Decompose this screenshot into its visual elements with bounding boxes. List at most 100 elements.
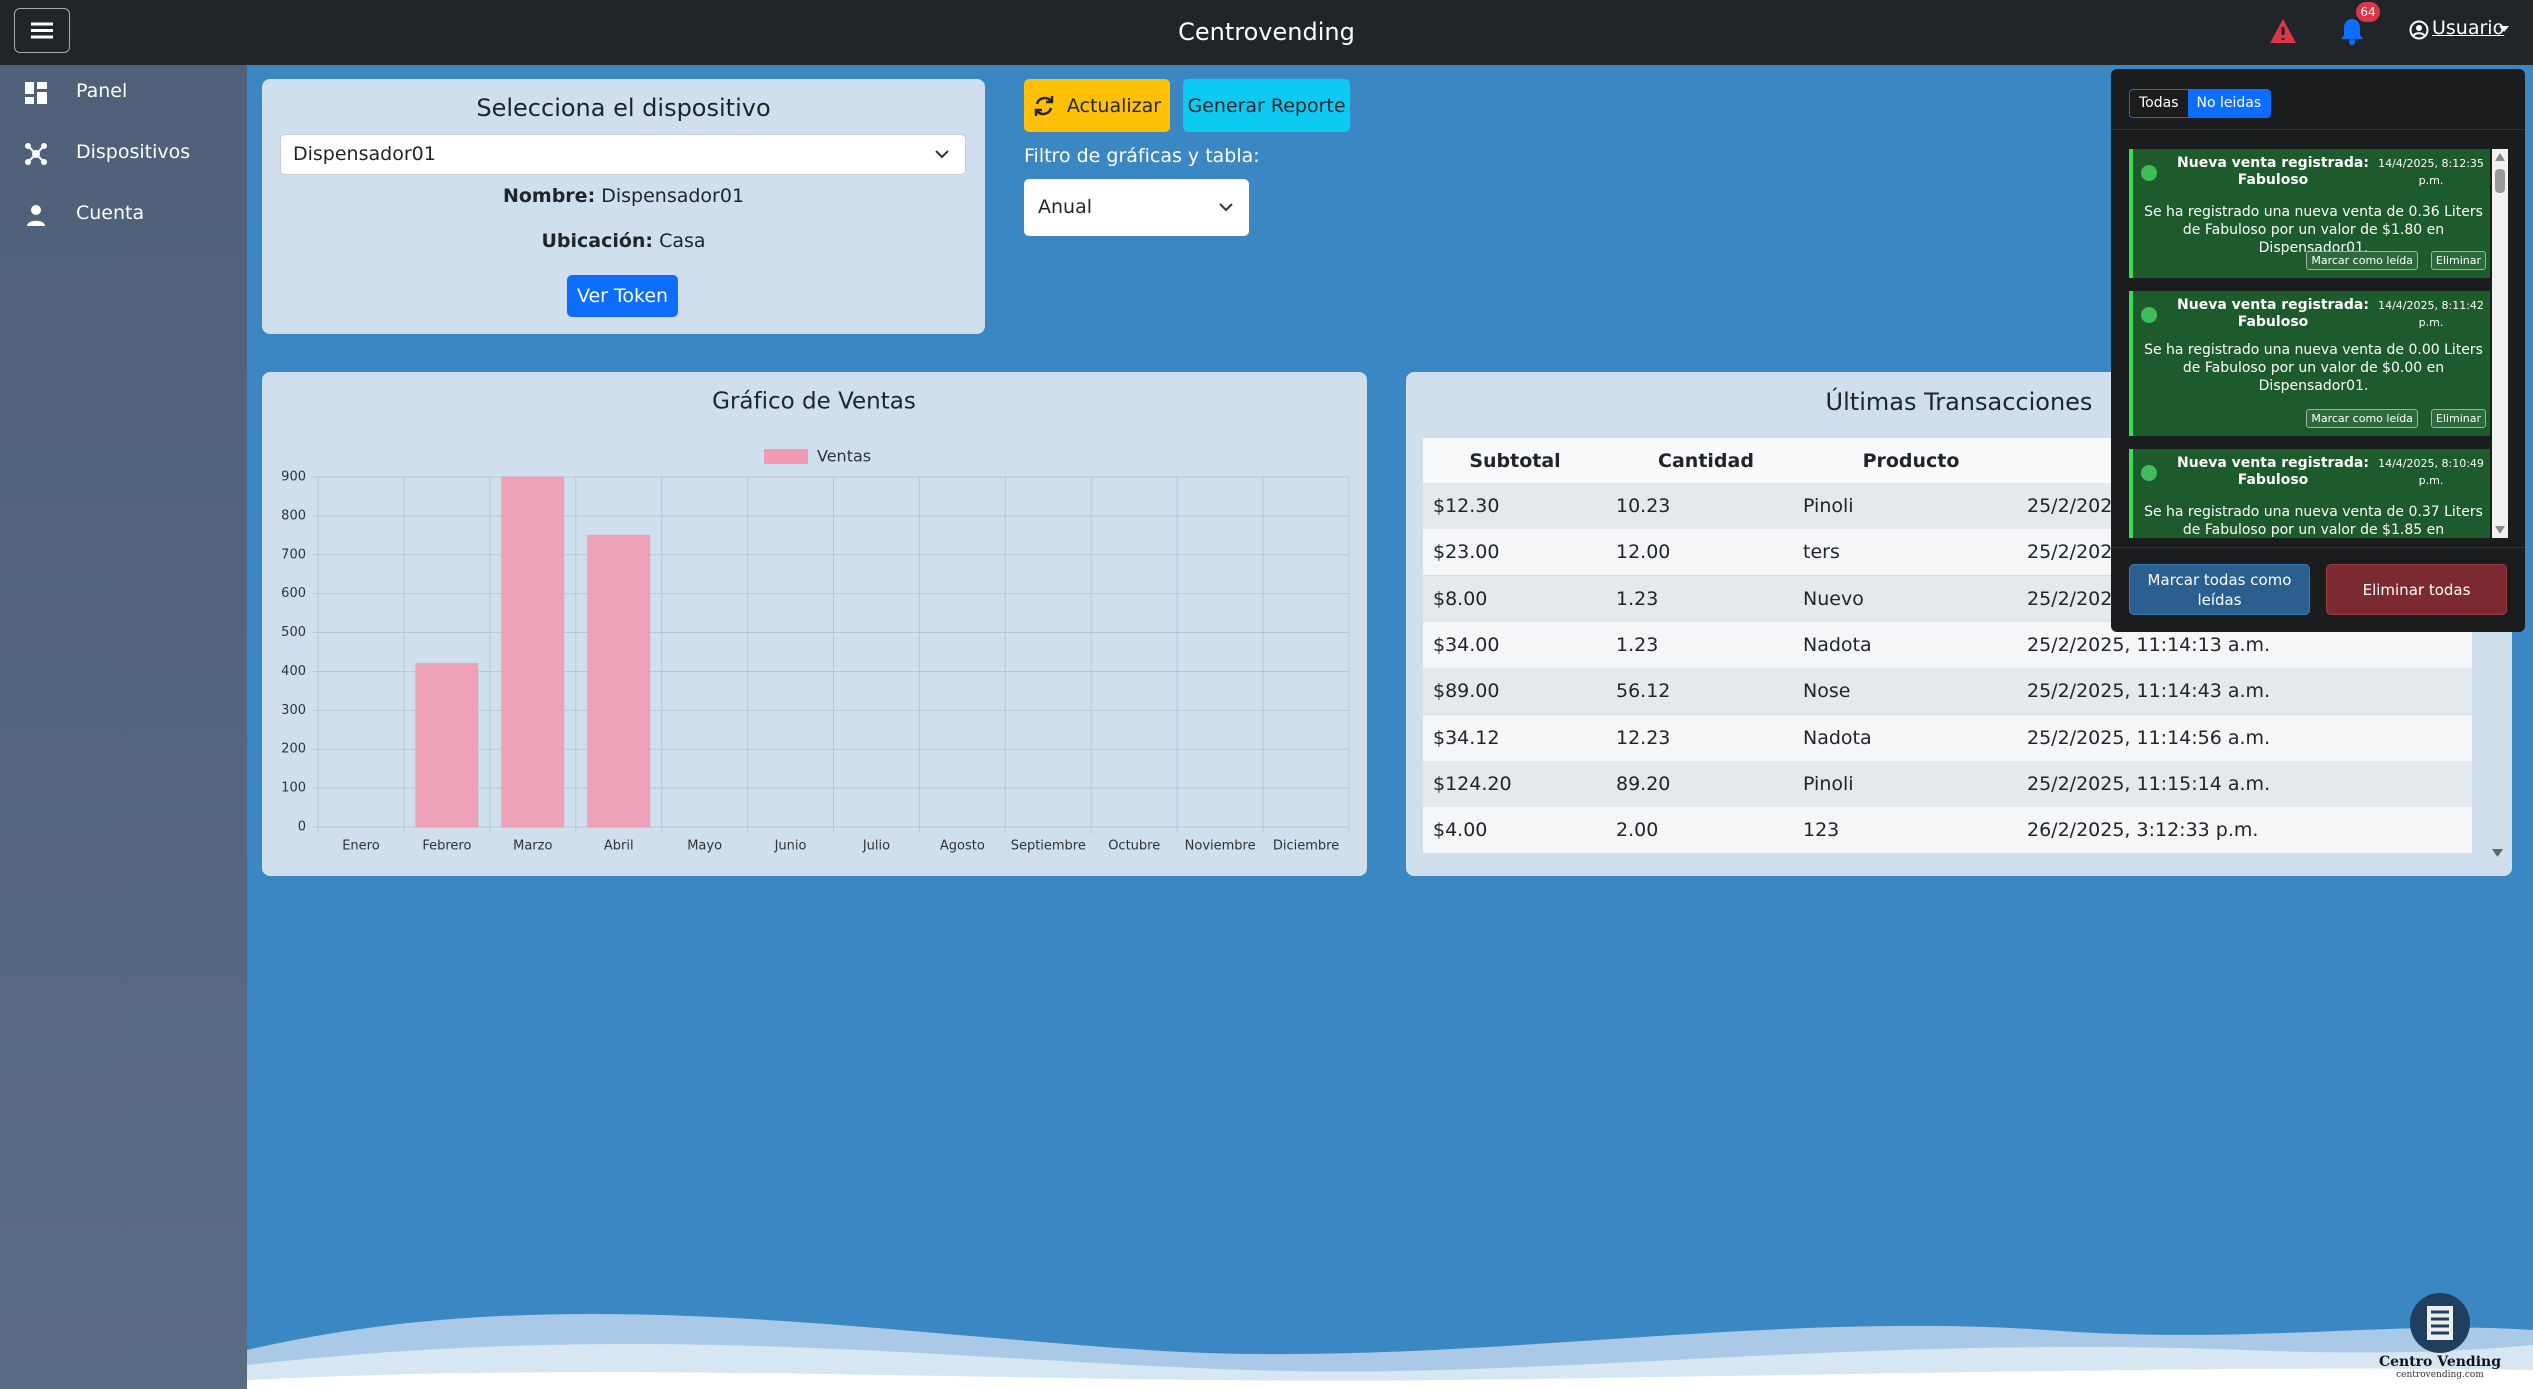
sidebar: Panel Dispositivos Cuenta (0, 65, 247, 1389)
table-cell: 12.23 (1616, 726, 1671, 749)
table-cell: $124.20 (1433, 772, 1512, 795)
notification-date: 14/4/2025, 8:10:49 p.m. (2378, 457, 2484, 487)
notification-body: Se ha registrado una nueva venta de 0.36… (2144, 204, 2483, 256)
table-cell: 123 (1803, 819, 1840, 842)
nav-item[interactable]: Panel (76, 80, 128, 102)
refresh-button[interactable]: Actualizar (1024, 79, 1170, 132)
select-arrow (1219, 203, 1233, 212)
notification-tabs: Todas No leidas (2129, 89, 2272, 118)
filter-select[interactable]: Anual (1024, 179, 1249, 236)
table-cell: $89.00 (1433, 680, 1500, 703)
table-cell: 25/2/2025, 11:15:14 a.m. (2027, 772, 2271, 795)
table-cell: ters (1803, 541, 1840, 564)
mark-read-button[interactable]: Marcar como leída (2306, 409, 2418, 428)
device-card: Selecciona el dispositivo Dispensador01 … (262, 79, 985, 334)
scrollbar[interactable] (2492, 149, 2508, 538)
device-select[interactable]: Dispensador01 (280, 134, 966, 175)
table-cell: 56.12 (1616, 680, 1671, 703)
bar (415, 663, 479, 828)
button-label: Actualizar (1066, 94, 1162, 117)
delete-all-button[interactable]: Eliminar todas (2326, 564, 2507, 615)
table-cell: 2.00 (1616, 819, 1659, 842)
value: Dispensador01 (601, 185, 745, 207)
notification-body: Se ha registrado una nueva venta de 0.37… (2144, 504, 2483, 538)
y-tick-label: 800 (281, 508, 306, 523)
mark-read-button[interactable]: Marcar como leída (2306, 251, 2418, 270)
table-row: $89.00 56.12 Nose 25/2/2025, 11:14:43 a.m. (1423, 668, 2472, 716)
y-tick-label: 200 (281, 742, 306, 757)
table-cell: Pinoli (1803, 495, 1854, 517)
notification-date: 14/4/2025, 8:11:42 p.m. (2378, 299, 2484, 329)
table-cell: 89.20 (1616, 772, 1671, 795)
device-location: Ubicación: Casa (262, 230, 985, 252)
y-tick-label: 600 (281, 586, 306, 601)
value: Casa (659, 230, 706, 252)
notification: Nueva venta registrada: Fabuloso 14/4/202… (2129, 149, 2490, 278)
alert-icon[interactable] (2269, 18, 2297, 44)
chart-card: Gráfico de Ventas 0 100 200 300 400 500 600 700… (262, 372, 1367, 876)
scroll-track (2495, 153, 2505, 534)
notification-title: Nueva venta registrada: Fabuloso (2177, 455, 2369, 488)
account-icon (27, 205, 45, 226)
user-menu[interactable]: Usuario (2432, 17, 2505, 39)
nav-item[interactable]: Dispositivos (76, 141, 191, 163)
legend-label: Ventas (817, 447, 871, 466)
menu-toggle[interactable] (14, 8, 70, 53)
report-button[interactable]: Generar Reporte (1183, 79, 1350, 132)
panel-icon (25, 82, 47, 104)
label: Ubicación: (541, 230, 654, 252)
tab-active[interactable]: No leidas (2187, 90, 2271, 117)
y-tick-label: 900 (281, 470, 306, 485)
nav-item[interactable]: Cuenta (76, 202, 145, 224)
column-header: Cantidad (1658, 449, 1754, 472)
legend-swatch (764, 449, 808, 464)
token-button[interactable]: Ver Token (567, 275, 678, 317)
table-cell: $34.00 (1433, 633, 1500, 656)
card-title: Últimas Transacciones (1825, 388, 2093, 416)
logo-icon (2410, 1293, 2470, 1353)
divider (2111, 547, 2525, 548)
mark-all-read-button[interactable]: Marcar todas como leídas (2129, 564, 2310, 615)
logo-url: centrovending.com (2396, 1370, 2484, 1380)
x-tick-label: Noviembre (1185, 839, 1256, 854)
table-cell: 12.00 (1616, 541, 1671, 564)
scroll-arrow (2492, 849, 2503, 857)
menu-icon (31, 22, 53, 39)
x-tick-label: Diciembre (1273, 839, 1339, 854)
divider (2111, 129, 2525, 130)
refresh-icon (1034, 95, 1054, 116)
tab[interactable]: Todas (2130, 90, 2188, 117)
y-tick-label: 400 (281, 664, 306, 679)
x-tick-label: Marzo (513, 839, 552, 854)
table-cell: $4.00 (1433, 819, 1488, 842)
x-tick-label: Febrero (422, 839, 471, 854)
delete-button[interactable]: Eliminar (2430, 251, 2486, 270)
bar (501, 476, 565, 828)
table-cell: 25/2/2025 (2027, 587, 2125, 610)
status-dot (2141, 307, 2157, 323)
scrollbar[interactable] (2489, 438, 2506, 862)
table-row: $4.00 2.00 123 26/2/2025, 3:12:33 p.m. (1423, 807, 2472, 855)
x-tick-label: Junio (774, 839, 807, 854)
table-cell: Nadota (1803, 726, 1872, 749)
table-cell: Nadota (1803, 633, 1872, 656)
delete-button[interactable]: Eliminar (2430, 409, 2486, 428)
notifications-panel: Todas No leidas Nueva venta registrada: … (2111, 69, 2525, 632)
notification-date: 14/4/2025, 8:12:35 p.m. (2378, 157, 2484, 187)
card-title: Selecciona el dispositivo (476, 94, 771, 122)
x-tick-label: Mayo (687, 839, 722, 854)
bell-icon[interactable] (2340, 17, 2364, 45)
table-cell: 1.23 (1616, 587, 1659, 610)
notification-badge: 64 (2356, 2, 2380, 22)
device-name: Nombre: Dispensador01 (262, 185, 985, 207)
brand: Centrovending (1178, 18, 1355, 46)
table-cell: Pinoli (1803, 772, 1854, 795)
notification: Nueva venta registrada: Fabuloso 14/4/202… (2129, 291, 2490, 436)
table-cell: 25/2/2025 (2027, 495, 2125, 517)
table-cell: 10.23 (1616, 495, 1671, 517)
table-cell: 1.23 (1616, 633, 1659, 656)
notification-title: Nueva venta registrada: Fabuloso (2177, 297, 2369, 330)
notification-title: Nueva venta registrada: Fabuloso (2177, 155, 2369, 188)
